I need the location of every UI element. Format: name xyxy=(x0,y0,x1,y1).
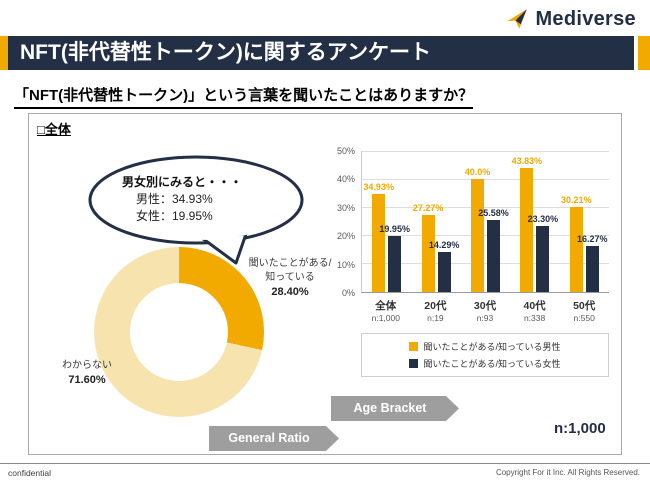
bar-slot: 27.27% xyxy=(413,151,443,292)
callout-male-value: 男性：34.93% xyxy=(136,192,213,206)
gridline xyxy=(362,263,609,265)
gridline xyxy=(362,178,609,180)
banner-accent-left xyxy=(0,36,8,70)
bar xyxy=(437,251,451,292)
bar-value-label: 19.95% xyxy=(379,223,410,234)
legend-swatch xyxy=(409,359,419,368)
bar-slot: 43.83% xyxy=(512,151,542,292)
logo-text: Mediverse xyxy=(535,7,636,30)
title-banner: NFT(非代替性トークン)に関するアンケート xyxy=(0,36,650,70)
donut-value-aware: 28.40% xyxy=(271,286,309,298)
y-axis-tick: 40% xyxy=(336,174,355,185)
bar-value-label: 16.27% xyxy=(576,234,608,245)
bar-value-label: 23.30% xyxy=(527,214,559,225)
category-label: 50代 n:550 xyxy=(573,300,596,323)
gridline xyxy=(362,206,609,208)
bar-slot: 30.21% xyxy=(561,151,592,292)
copyright-label: Copyright For it Inc. All Rights Reserve… xyxy=(495,468,640,477)
bar xyxy=(372,193,386,292)
gridline xyxy=(362,235,609,237)
category-label: 20代 n:19 xyxy=(424,300,447,323)
bar xyxy=(569,206,583,292)
chart-panel: □全体 男女別にみると・・・ 男性：34.93% 女性：19.95% 聞いたこと… xyxy=(28,113,622,455)
banner-gap xyxy=(634,36,638,70)
donut-label-unknown: わからない 71.60% xyxy=(41,359,133,387)
banner-accent-right xyxy=(638,36,650,70)
gridline xyxy=(362,150,609,152)
bar-slot: 40.0% xyxy=(465,151,490,292)
y-axis-tick: 10% xyxy=(336,259,355,270)
logo: Mediverse xyxy=(505,7,636,31)
callout-text: 男女別にみると・・・ 男性：34.93% 女性：19.95% xyxy=(122,174,242,225)
bar-chart: 50% 40% 30% 20% 10% 0% 34.93% 19.95% 27.27% 14.2… xyxy=(329,146,613,383)
y-axis-tick: 30% xyxy=(336,202,355,213)
bar-value-label: 43.83% xyxy=(511,156,543,167)
donut-value-unknown: 71.60% xyxy=(68,374,106,386)
bar-slot: 23.30% xyxy=(528,151,558,292)
bar-group: 43.83% 23.30% xyxy=(512,151,558,292)
confidential-label: confidential xyxy=(8,468,52,478)
category-label: 30代 n:93 xyxy=(473,300,497,323)
bar-plot: 34.93% 19.95% 27.27% 14.29% 40.0% 25.58% 43.83… xyxy=(361,150,609,293)
legend-item: 聞いたことがある/知っている女性 xyxy=(409,357,561,370)
bar xyxy=(421,215,435,292)
bar-value-label: 40.0% xyxy=(464,167,491,178)
general-ratio-arrow: General Ratio xyxy=(209,426,339,451)
legend-swatch xyxy=(409,342,419,351)
bar-slot: 16.27% xyxy=(577,151,608,292)
bar-slot: 34.93% xyxy=(363,151,394,292)
speech-bubble xyxy=(88,155,304,265)
bar-group: 30.21% 16.27% xyxy=(561,151,608,292)
bar-value-label: 27.27% xyxy=(412,203,444,214)
bar-slot: 25.58% xyxy=(478,151,509,292)
legend-label: 聞いたことがある/知っている女性 xyxy=(423,359,561,369)
bar-value-label: 14.29% xyxy=(428,239,460,250)
footer-divider xyxy=(0,463,650,464)
age-bracket-arrow: Age Bracket xyxy=(331,396,459,421)
bar-legend: 聞いたことがある/知っている男性 聞いたことがある/知っている女性 xyxy=(361,333,609,377)
section-label: □全体 xyxy=(37,122,71,137)
bar xyxy=(388,235,402,292)
donut-chart xyxy=(94,247,264,417)
bar-group: 34.93% 19.95% xyxy=(363,151,410,292)
y-axis: 50% 40% 30% 20% 10% 0% xyxy=(329,146,359,298)
y-axis-tick: 20% xyxy=(336,231,355,242)
bar xyxy=(585,246,599,292)
bar-slot: 14.29% xyxy=(429,151,459,292)
bar xyxy=(486,219,500,292)
bar-slot: 19.95% xyxy=(379,151,410,292)
donut-hole xyxy=(130,283,228,381)
legend-label: 聞いたことがある/知っている男性 xyxy=(423,342,561,352)
callout-title: 男女別にみると・・・ xyxy=(122,175,243,189)
bar-groups: 34.93% 19.95% 27.27% 14.29% 40.0% 25.58% 43.83… xyxy=(362,151,609,292)
bar-group: 27.27% 14.29% xyxy=(413,151,459,292)
callout-female-value: 女性：19.95% xyxy=(136,209,213,223)
y-axis-tick: 0% xyxy=(341,288,355,298)
y-axis-tick: 50% xyxy=(336,146,355,156)
bar-categories: 全体 n:1,000 20代 n:19 30代 n:93 40代 n:338 50代 n:550 xyxy=(361,298,609,323)
bar xyxy=(520,168,534,292)
bar-value-label: 30.21% xyxy=(560,194,592,205)
category-label: 全体 n:1,000 xyxy=(371,300,400,323)
sample-size-label: n:1,000 xyxy=(554,420,606,437)
donut-label-aware: 聞いたことがある/ 知っている 28.40% xyxy=(231,257,349,299)
bar xyxy=(470,179,484,292)
bar xyxy=(536,226,550,292)
paper-plane-icon xyxy=(507,9,528,29)
legend-item: 聞いたことがある/知っている男性 xyxy=(409,340,561,353)
banner-title: NFT(非代替性トークン)に関するアンケート xyxy=(8,36,634,70)
bar-value-label: 34.93% xyxy=(363,181,394,192)
question-heading: 「NFT(非代替性トークン)」という言葉を聞いたことはありますか？ xyxy=(14,84,474,109)
bar-value-label: 25.58% xyxy=(478,207,509,218)
category-label: 40代 n:338 xyxy=(523,300,546,323)
bar-group: 40.0% 25.58% xyxy=(465,151,509,292)
